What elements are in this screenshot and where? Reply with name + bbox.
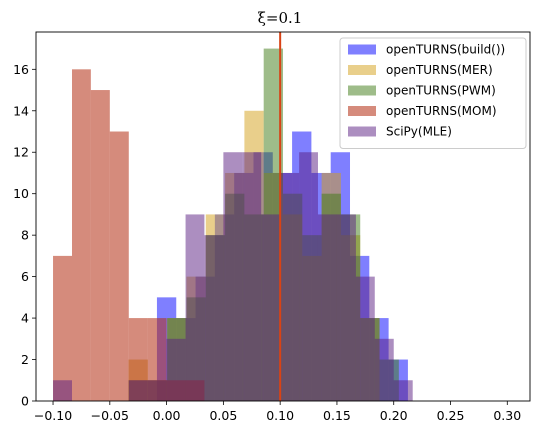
bar	[280, 172, 300, 401]
y-tick-label: 4	[21, 311, 29, 326]
x-tick-label: 0.10	[266, 408, 294, 423]
x-tick-label: 0.20	[380, 408, 408, 423]
legend-swatch	[348, 65, 376, 75]
bar	[223, 152, 243, 401]
x-tick-label: 0.25	[437, 408, 465, 423]
y-tick-label: 14	[13, 103, 29, 118]
legend-swatch	[348, 106, 376, 116]
bar	[299, 152, 318, 401]
legend-entry: openTURNS(MOM)	[348, 104, 497, 118]
legend-entry: openTURNS(MER)	[348, 63, 493, 77]
series-4	[53, 152, 413, 401]
bar	[147, 380, 167, 401]
legend-entry: SciPy(MLE)	[348, 125, 452, 139]
bar	[355, 276, 375, 401]
y-tick-label: 10	[13, 186, 29, 201]
y-tick-label: 12	[13, 145, 29, 160]
legend-label: openTURNS(build())	[386, 43, 505, 57]
legend-label: openTURNS(PWM)	[386, 84, 496, 98]
bar	[336, 214, 356, 401]
y-tick-label: 0	[21, 394, 29, 409]
bar	[128, 380, 148, 401]
bar	[71, 69, 91, 401]
bar	[261, 214, 281, 401]
x-tick-label: 0.15	[323, 408, 351, 423]
y-axis: 0 2 4 6 8 10 12 14 16	[13, 62, 36, 409]
x-axis: −0.10 −0.05 0.00 0.05 0.10 0.15 0.20 0.25 0.30	[34, 401, 521, 423]
x-tick-label: 0.00	[153, 408, 181, 423]
bar	[166, 338, 186, 401]
legend-swatch	[348, 126, 376, 137]
y-tick-label: 6	[21, 269, 29, 284]
x-tick-label: −0.05	[91, 408, 129, 423]
bar	[90, 90, 110, 401]
chart-title: ξ=0.1	[258, 9, 303, 27]
legend-entry: openTURNS(PWM)	[348, 84, 496, 98]
y-tick-label: 16	[13, 62, 29, 77]
legend-label: openTURNS(MOM)	[386, 104, 497, 118]
bar	[374, 338, 394, 401]
x-tick-label: −0.10	[34, 408, 72, 423]
x-tick-label: 0.30	[493, 408, 521, 423]
plot-frame	[35, 31, 531, 402]
bar	[53, 255, 72, 401]
legend-label: openTURNS(MER)	[386, 63, 493, 77]
bars-layer	[53, 48, 413, 402]
legend-swatch	[348, 85, 376, 96]
legend-entry: openTURNS(build())	[348, 43, 505, 57]
legend-label: SciPy(MLE)	[386, 125, 452, 139]
bar	[185, 214, 205, 401]
legend-box	[339, 37, 527, 149]
y-tick-label: 8	[21, 228, 29, 243]
bar	[204, 235, 224, 401]
bar	[53, 380, 72, 401]
bar	[109, 131, 129, 401]
legend: openTURNS(build()) openTURNS(MER) openTURN…	[339, 37, 527, 149]
bar	[393, 380, 413, 401]
bar	[317, 214, 337, 401]
legend-swatch	[348, 44, 376, 55]
bar	[242, 152, 262, 401]
x-tick-label: 0.05	[209, 408, 237, 423]
y-tick-label: 2	[21, 352, 29, 367]
